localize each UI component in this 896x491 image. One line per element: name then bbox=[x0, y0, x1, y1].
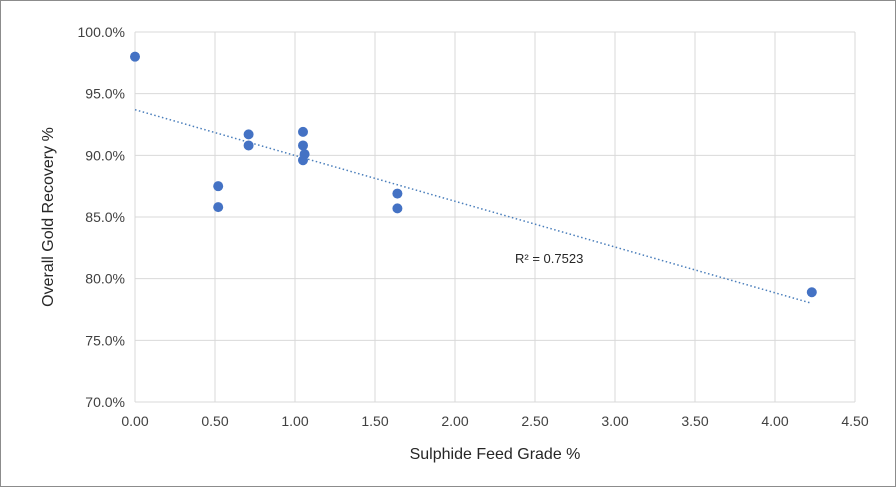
x-tick-label: 0.50 bbox=[201, 413, 228, 429]
y-tick-label: 100.0% bbox=[78, 24, 125, 40]
data-point bbox=[213, 202, 224, 213]
data-point bbox=[806, 287, 817, 298]
y-axis-ticks: 70.0% 75.0% 80.0% 85.0% 90.0% 95.0% 100.0% bbox=[78, 24, 125, 410]
data-point bbox=[243, 129, 254, 140]
data-point bbox=[243, 140, 254, 151]
x-axis-title: Sulphide Feed Grade % bbox=[410, 446, 581, 463]
x-tick-label: 2.50 bbox=[521, 413, 548, 429]
y-axis-title: Overall Gold Recovery % bbox=[40, 127, 57, 307]
x-tick-label: 0.00 bbox=[121, 413, 148, 429]
y-tick-label: 90.0% bbox=[85, 147, 125, 163]
data-point bbox=[298, 140, 308, 151]
x-tick-label: 3.00 bbox=[601, 413, 628, 429]
y-tick-label: 80.0% bbox=[85, 271, 125, 287]
x-tick-label: 1.00 bbox=[281, 413, 308, 429]
data-point bbox=[298, 126, 308, 137]
x-axis-ticks: 0.00 0.50 1.00 1.50 2.00 2.50 3.00 3.50 4.00 4.50 bbox=[121, 413, 868, 429]
data-point bbox=[392, 203, 403, 214]
x-tick-label: 4.50 bbox=[841, 413, 868, 429]
x-tick-label: 2.00 bbox=[441, 413, 468, 429]
gridlines bbox=[134, 31, 856, 403]
data-points bbox=[130, 51, 817, 298]
x-tick-label: 1.50 bbox=[361, 413, 388, 429]
data-point bbox=[130, 51, 140, 62]
y-tick-label: 95.0% bbox=[85, 86, 125, 102]
x-tick-label: 3.50 bbox=[681, 413, 708, 429]
data-point bbox=[213, 181, 224, 192]
y-tick-label: 70.0% bbox=[85, 394, 125, 410]
data-point bbox=[392, 188, 403, 199]
y-tick-label: 85.0% bbox=[85, 209, 125, 225]
r-squared-label: R² = 0.7523 bbox=[515, 251, 583, 266]
data-point bbox=[298, 155, 308, 166]
x-tick-label: 4.00 bbox=[761, 413, 788, 429]
trendline bbox=[134, 108, 813, 305]
y-tick-label: 75.0% bbox=[85, 332, 125, 348]
